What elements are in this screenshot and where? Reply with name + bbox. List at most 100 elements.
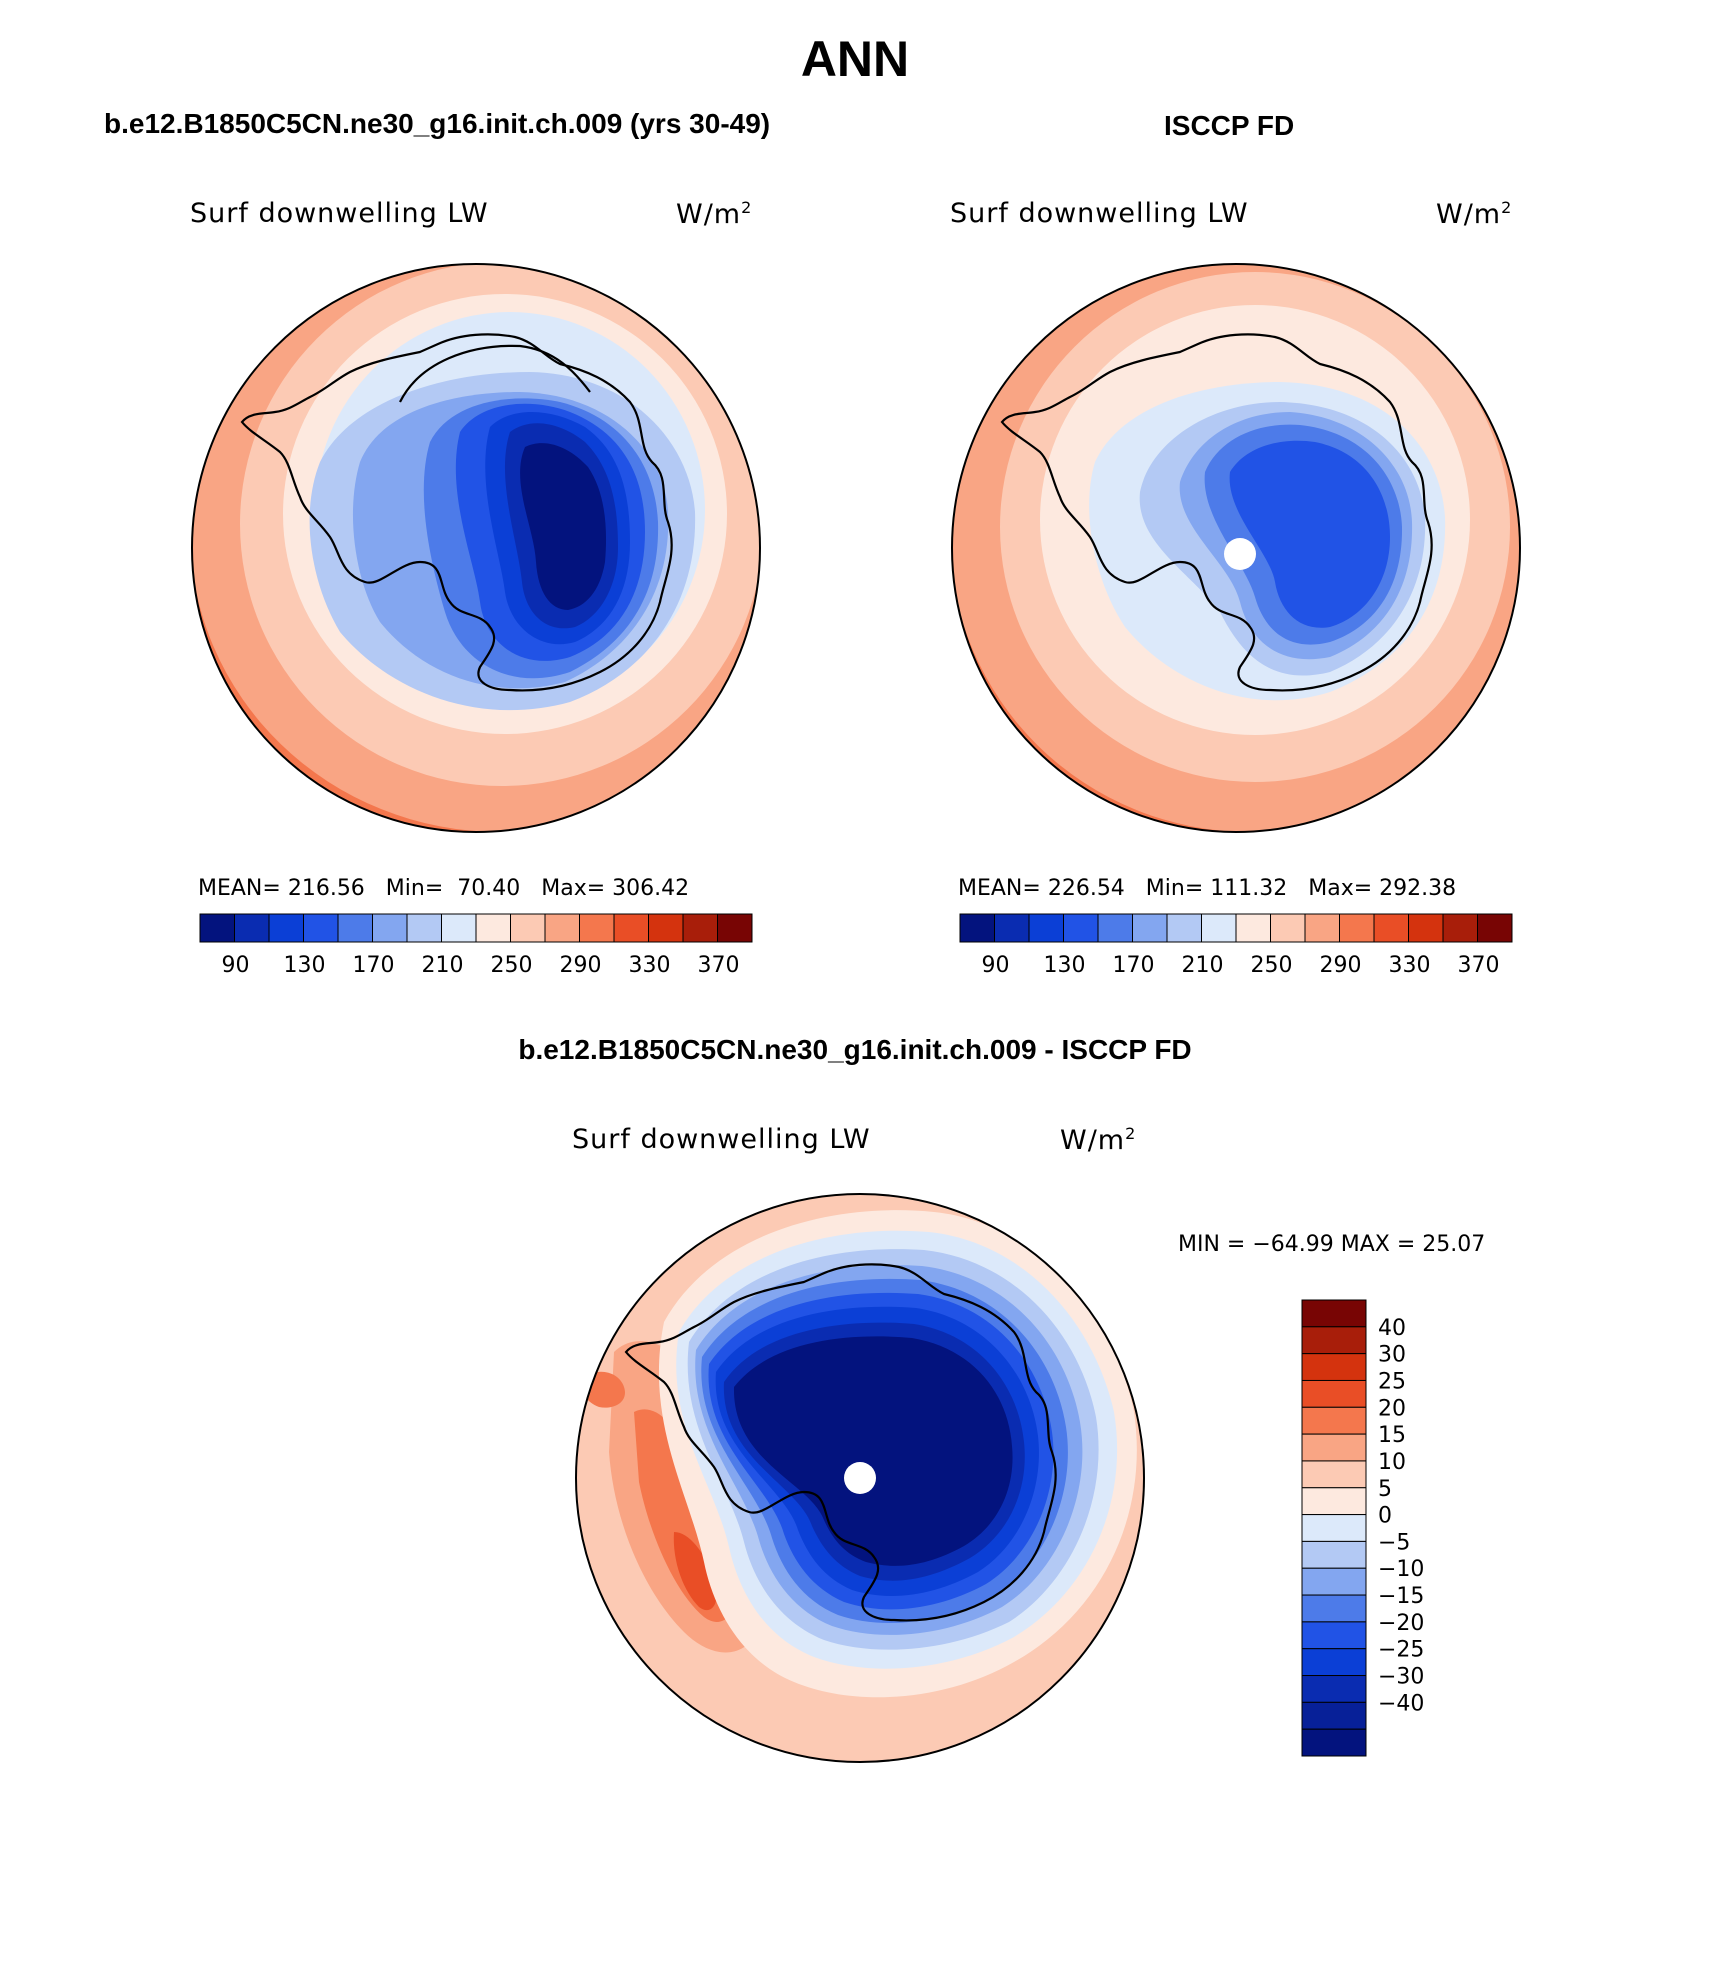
panel2-colorbar-box xyxy=(1408,913,1444,943)
panel1-units: W/m2 xyxy=(676,198,753,230)
panel1-coastline xyxy=(399,344,591,403)
panel3-colorbar-tick-label: −25 xyxy=(1378,1638,1424,1663)
panel2-colorbar-box xyxy=(1201,913,1237,943)
panel2-contour-150 xyxy=(1229,440,1390,628)
panel2-colorbar-tick-label: 210 xyxy=(1182,953,1224,978)
panel2-colorbar-box xyxy=(1132,913,1168,943)
panel1-colorbar-tick-label: 370 xyxy=(698,953,740,978)
panel1-colorbar-tick-label: 290 xyxy=(560,953,602,978)
panel3-colorbar-tick-label: 5 xyxy=(1378,1477,1392,1502)
panel3-colorbar-tick-label: 25 xyxy=(1378,1369,1406,1394)
panel1-colorbar-tick-label: 210 xyxy=(422,953,464,978)
panel3-colorbar-box xyxy=(1301,1540,1367,1569)
panel1-colorbar-box xyxy=(406,913,442,943)
panel2-colorbar-box xyxy=(959,913,995,943)
panel3-colorbar-box xyxy=(1301,1299,1367,1328)
panel1-map-border xyxy=(191,263,761,833)
panel3-colorbar-box xyxy=(1301,1433,1367,1462)
panel2-missing-pole xyxy=(1224,538,1256,570)
panel3-colorbar-tick-label: −40 xyxy=(1378,1691,1424,1716)
panel1-variable-label: Surf downwelling LW xyxy=(190,198,489,229)
panel3-case-title: b.e12.B1850C5CN.ne30_g16.init.ch.009 - I… xyxy=(518,1034,1192,1065)
panel2-colorbar-tick-label: 250 xyxy=(1251,953,1293,978)
panel2-colorbar-box xyxy=(1028,913,1064,943)
panel1-colorbar-tick-label: 330 xyxy=(629,953,671,978)
panel3-missing-pole xyxy=(844,1462,876,1494)
panel2-colorbar-box xyxy=(994,913,1030,943)
panel3-colorbar-tick-label: −5 xyxy=(1378,1530,1410,1555)
panel3-contour-below-40 xyxy=(733,1336,1013,1566)
panel1-stats: MEAN= 216.56 Min= 70.40 Max= 306.42 xyxy=(198,876,690,901)
panel1-antarctica-outline xyxy=(240,333,673,692)
panel2-colorbar-box xyxy=(1304,913,1340,943)
panel1-colorbar-box xyxy=(682,913,718,943)
panel3-colorbar-box xyxy=(1301,1567,1367,1596)
panel3-colorbar-tick-label: 30 xyxy=(1378,1343,1406,1368)
panel1-colorbar-box xyxy=(717,913,753,943)
panel1-colorbar-box xyxy=(199,913,235,943)
panel1-colorbar-box xyxy=(234,913,270,943)
panel1-colorbar-tick-label: 90 xyxy=(222,953,250,978)
panel1-colorbar-box xyxy=(579,913,615,943)
panel3-colorbar-box xyxy=(1301,1379,1367,1408)
panel1-colorbar-box xyxy=(648,913,684,943)
panel1-colorbar-box xyxy=(303,913,339,943)
panel3-stats: MIN = −64.99 MAX = 25.07 xyxy=(1178,1232,1486,1257)
panel3-colorbar-box xyxy=(1301,1353,1367,1381)
panel3-antarctica-outline xyxy=(624,1263,1057,1622)
panel3-contour-20-25 xyxy=(673,1532,717,1611)
panel2-colorbar-box xyxy=(1339,913,1375,943)
panel2-colorbar-box xyxy=(1063,913,1099,943)
panel3-map-border xyxy=(575,1193,1145,1763)
panel1-colorbar-tick-label: 250 xyxy=(491,953,533,978)
panel1-colorbar-tick-label: 170 xyxy=(353,953,395,978)
panel3-colorbar-tick-label: −15 xyxy=(1378,1584,1424,1609)
panel2-variable-label: Surf downwelling LW xyxy=(950,198,1249,229)
panel3-colorbar-tick-label: −10 xyxy=(1378,1557,1424,1582)
panel1-case-title: b.e12.B1850C5CN.ne30_g16.init.ch.009 (yr… xyxy=(104,108,771,139)
panel3-colorbar-box xyxy=(1301,1460,1367,1489)
panel3-colorbar-box xyxy=(1301,1326,1367,1355)
panel2-stats: MEAN= 226.54 Min= 111.32 Max= 292.38 xyxy=(958,876,1457,901)
panel3-colorbar-tick-label: 0 xyxy=(1378,1504,1392,1529)
panel1-contour-90 xyxy=(520,443,607,610)
panel2-colorbar-box xyxy=(1270,913,1306,943)
panel2-map-border xyxy=(951,263,1521,833)
panel1-colorbar-tick-label: 130 xyxy=(284,953,326,978)
panel1-colorbar-box xyxy=(613,913,649,943)
panel1-colorbar-box xyxy=(544,913,580,943)
panel1-colorbar-box xyxy=(510,913,546,943)
panel3-colorbar-box xyxy=(1301,1648,1367,1677)
panel1-colorbar-box xyxy=(268,913,304,943)
panel2-colorbar-box xyxy=(1235,913,1271,943)
page-title: ANN xyxy=(800,31,910,87)
panel3-colorbar-box xyxy=(1301,1621,1367,1650)
panel3-colorbar-tick-label: 15 xyxy=(1378,1423,1406,1448)
panel2-antarctica-outline xyxy=(1000,333,1433,692)
panel3-colorbar-tick-label: −20 xyxy=(1378,1611,1424,1636)
panel3-colorbar-box xyxy=(1301,1728,1367,1757)
panel1-colorbar-box xyxy=(372,913,408,943)
panel2-units: W/m2 xyxy=(1436,198,1513,230)
panel2-colorbar-box xyxy=(1097,913,1133,943)
panel3-colorbar-tick-label: 20 xyxy=(1378,1396,1406,1421)
panel2-case-title: ISCCP FD xyxy=(1164,110,1295,141)
panel3-colorbar-box xyxy=(1301,1406,1367,1435)
panel3-units: W/m2 xyxy=(1060,1124,1137,1156)
panel3-colorbar-box xyxy=(1301,1701,1367,1730)
panel2-colorbar-tick-label: 370 xyxy=(1458,953,1500,978)
panel2-colorbar-tick-label: 330 xyxy=(1389,953,1431,978)
panel3-colorbar-tick-label: 40 xyxy=(1378,1316,1406,1341)
panel3-variable-label: Surf downwelling LW xyxy=(572,1124,871,1155)
panel2-colorbar: 90 130 170 210 250 290 330 370 xyxy=(959,913,1513,978)
panel2-colorbar-box xyxy=(1442,913,1478,943)
panel2-colorbar-tick-label: 170 xyxy=(1113,953,1155,978)
panel2-colorbar-box xyxy=(1166,913,1202,943)
panel3-colorbar-tick-label: −30 xyxy=(1378,1665,1424,1690)
panel3-colorbar-box xyxy=(1301,1487,1367,1516)
panel1-colorbar-box xyxy=(475,913,511,943)
panel3-colorbar-box xyxy=(1301,1675,1367,1703)
panel1-colorbar-box xyxy=(337,913,373,943)
panel2-colorbar-tick-label: 130 xyxy=(1044,953,1086,978)
